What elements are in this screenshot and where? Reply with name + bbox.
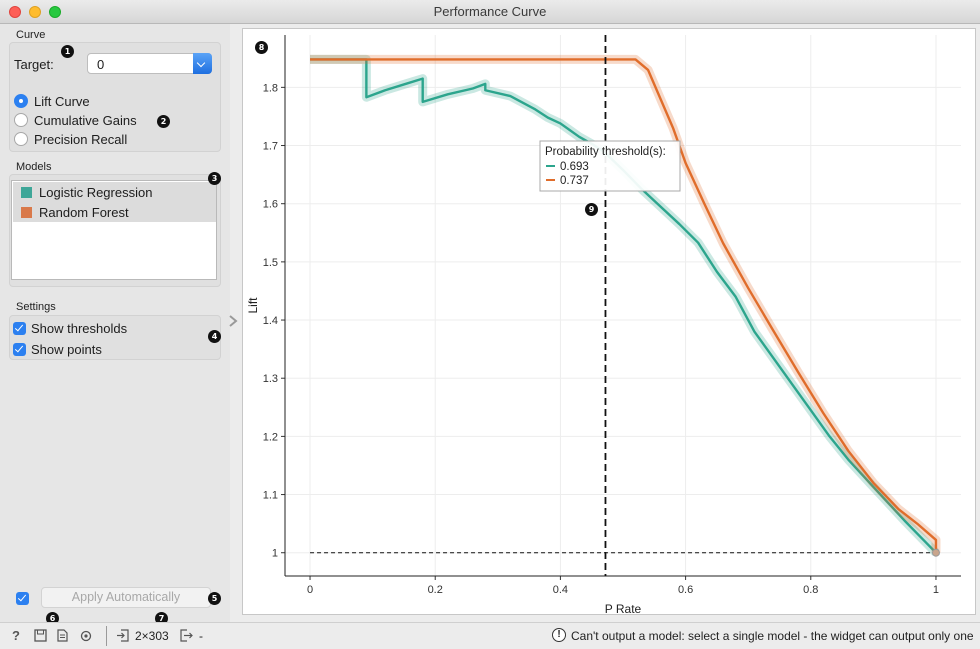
series-0-line [310,58,937,554]
x-tick-label: 1 [933,584,939,596]
checkbox-label: Show points [31,341,102,357]
callout-badge: 2 [157,115,170,128]
radio-icon[interactable] [14,132,28,146]
y-tick-label: 1.5 [263,257,278,269]
x-tick-label: 0.8 [803,584,818,596]
snapshot-icon[interactable] [78,629,94,642]
title-bar: Performance Curve [0,0,980,24]
plot-area[interactable]: 0 0.2 0.4 0.6 0.8 1 1 1.1 1.2 1.3 1.4 1.5 1.6 1.7 1.8 P… [242,28,977,616]
callout-badge: 8 [255,41,268,54]
auto-apply-checkbox[interactable] [16,590,34,606]
y-tick-label: 1.6 [263,199,278,211]
output-summary: - [199,629,203,643]
y-tick-label: 1.4 [263,315,278,327]
x-tick-label: 0 [307,584,313,596]
models-section-label: Models [16,161,52,173]
close-window-button[interactable] [9,6,21,18]
settings-group [9,315,221,360]
radio-lift-curve[interactable]: Lift Curve [14,93,90,109]
input-icon [117,629,129,642]
callout-badge: 5 [208,592,221,605]
y-tick-label: 1 [272,548,278,560]
output-icon [180,629,193,642]
checkbox-checked-icon[interactable] [13,321,26,335]
x-axis-label: P Rate [605,602,642,616]
save-icon[interactable] [34,629,47,642]
report-icon[interactable] [57,629,68,642]
radio-icon[interactable] [14,113,28,127]
target-label: Target: [14,57,54,72]
chevron-right-icon[interactable] [226,314,240,328]
apply-automatically-button[interactable]: Apply Automatically [41,587,211,608]
help-icon[interactable]: ? [12,628,20,643]
y-axis-label: Lift [246,297,260,314]
series-1-points-band [310,54,941,553]
status-separator [106,626,107,646]
status-bar: ? 2×303 - ! Can't output a model: select… [0,622,980,649]
model-label: Logistic Regression [39,184,153,200]
minimize-window-button[interactable] [29,6,41,18]
zoom-window-button[interactable] [49,6,61,18]
x-tick-label: 0.4 [553,584,568,596]
radio-label: Precision Recall [34,131,128,147]
callout-badge: 7 [155,612,168,625]
callout-badge: 4 [208,330,221,343]
curve-section-label: Curve [16,29,46,41]
radio-precision-recall[interactable]: Precision Recall [14,131,127,147]
y-tick-label: 1.7 [263,141,278,153]
show-thresholds-checkbox[interactable]: Show thresholds [13,320,127,336]
callout-badge: 9 [585,203,598,216]
tooltip-value: 0.693 [560,161,589,173]
y-tick-label: 1.3 [263,373,278,385]
checkbox-checked-icon[interactable] [16,591,29,605]
show-points-checkbox[interactable]: Show points [13,341,102,357]
warning-icon: ! [552,628,566,642]
radio-cumulative-gains[interactable]: Cumulative Gains [14,112,137,128]
checkbox-label: Show thresholds [31,320,128,336]
lift-chart[interactable]: 0 0.2 0.4 0.6 0.8 1 1 1.1 1.2 1.3 1.4 1.5 1.6 1.7 1.8 P… [243,29,977,616]
window-title: Performance Curve [433,4,547,19]
input-summary: 2×303 [135,629,169,643]
color-swatch-icon [21,186,32,198]
radio-label: Cumulative Gains [34,112,137,128]
warning-message: Can't output a model: select a single mo… [571,629,974,643]
checkbox-checked-icon[interactable] [13,342,26,356]
callout-badge: 3 [208,172,221,185]
tooltip-title: Probability threshold(s): [545,146,666,158]
end-point-marker [931,548,940,557]
x-tick-label: 0.2 [428,584,443,596]
callout-badge: 6 [46,612,59,625]
series-0-points-band [310,54,940,556]
threshold-tooltip [539,140,681,192]
y-tick-label: 1.1 [263,490,278,502]
radio-selected-icon[interactable] [14,94,28,108]
color-swatch-icon [21,206,32,218]
model-item-logistic-regression[interactable]: Logistic Regression [13,182,216,202]
model-label: Random Forest [39,204,129,220]
chevron-down-icon[interactable] [193,53,212,74]
target-combobox[interactable]: 0 [87,53,212,74]
y-tick-label: 1.2 [263,431,278,443]
models-list[interactable]: Logistic Regression Random Forest [11,180,217,280]
x-tick-label: 0.6 [678,584,693,596]
model-item-random-forest[interactable]: Random Forest [13,202,216,222]
tooltip-value: 0.737 [560,175,589,187]
radio-label: Lift Curve [34,93,90,109]
y-tick-label: 1.8 [263,82,278,94]
series-1-line [310,58,938,553]
target-value: 0 [97,57,105,72]
settings-section-label: Settings [16,301,56,313]
callout-badge: 1 [61,45,74,58]
